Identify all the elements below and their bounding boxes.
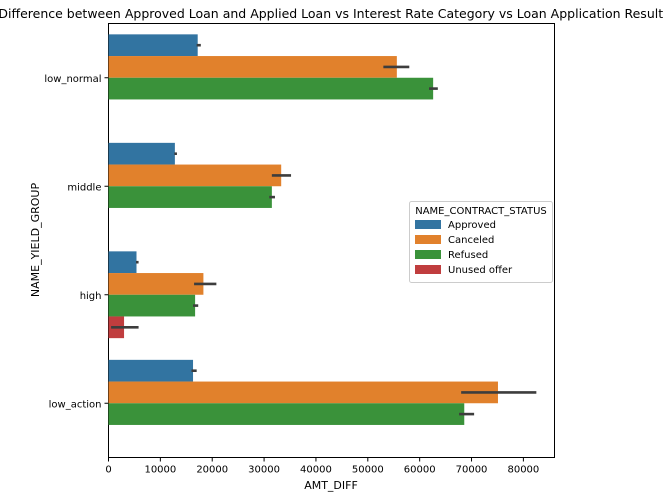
x-tick-label: 70000 (456, 465, 488, 476)
x-tick-label: 60000 (404, 465, 436, 476)
bars-layer (108, 34, 498, 425)
bar (108, 381, 498, 404)
bar (108, 251, 137, 274)
bar (108, 186, 272, 208)
bar (108, 273, 204, 295)
x-tick-label: 80000 (507, 465, 539, 476)
legend-swatch (415, 265, 441, 274)
x-tick-label: 20000 (196, 465, 228, 476)
x-tick-label: 10000 (144, 465, 176, 476)
bar (108, 403, 465, 425)
bar (108, 359, 194, 382)
legend-label: Approved (448, 220, 496, 231)
bar (108, 142, 175, 165)
legend-label: Unused offer (448, 265, 513, 276)
legend-title: NAME_CONTRACT_STATUS (415, 206, 547, 217)
legend-swatch (415, 220, 441, 229)
x-tick-label: 50000 (352, 465, 384, 476)
chart-title: Difference between Approved Loan and App… (0, 6, 663, 21)
x-tick-label: 30000 (248, 465, 280, 476)
legend-swatch (415, 250, 441, 259)
legend-label: Refused (448, 250, 488, 261)
x-axis-label: AMT_DIFF (304, 479, 358, 492)
legend-frame (409, 201, 553, 283)
bar (108, 77, 434, 100)
y-axis-label: NAME_YIELD_GROUP (29, 183, 42, 298)
bar (108, 294, 196, 317)
y-tick-label: low_normal (44, 74, 101, 85)
y-tick-label: low_action (49, 399, 102, 410)
error-bars-layer (111, 43, 537, 416)
bar (108, 56, 397, 78)
legend: NAME_CONTRACT_STATUS Approved Canceled Ref… (409, 201, 553, 283)
bar (108, 164, 282, 187)
x-tick-label: 0 (105, 465, 111, 476)
y-tick-label: middle (67, 182, 101, 193)
y-tick-label: high (80, 291, 102, 302)
bar (108, 34, 198, 57)
legend-swatch (415, 235, 441, 244)
x-tick-label: 40000 (300, 465, 332, 476)
x-axis: 0 10000 20000 30000 40000 50000 60000 70000 8000… (105, 457, 539, 476)
legend-label: Canceled (448, 235, 494, 246)
